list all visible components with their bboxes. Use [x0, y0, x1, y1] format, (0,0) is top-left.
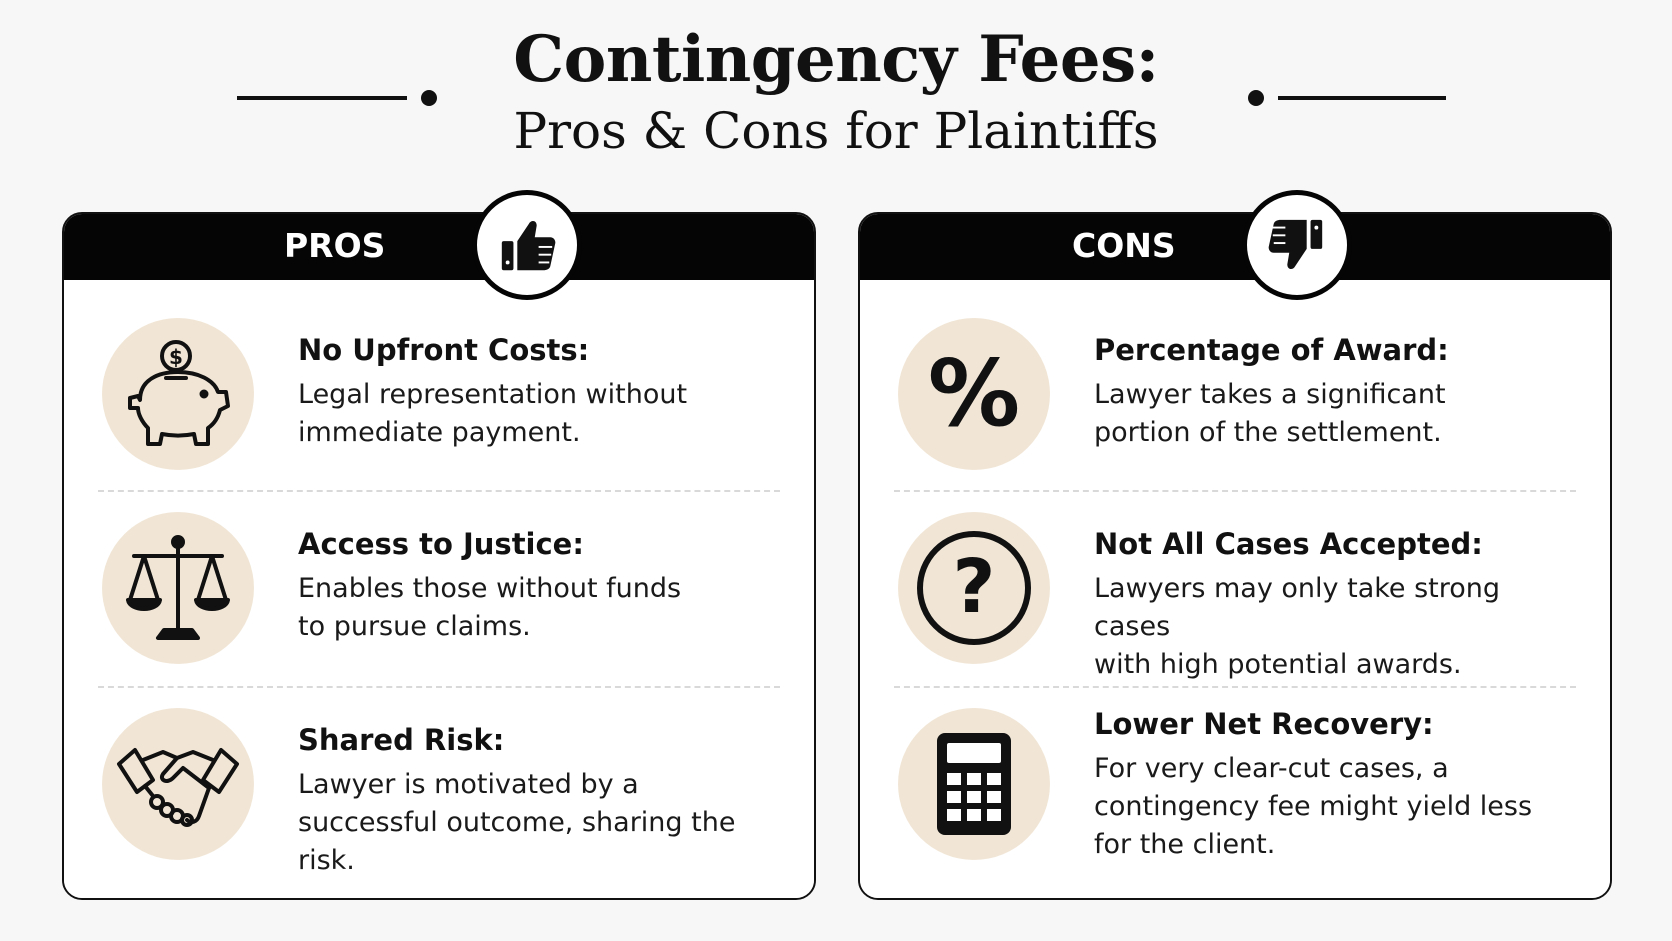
item-desc-line: Enables those without funds: [298, 573, 682, 604]
item-desc-line: Lawyer takes a significant: [1094, 379, 1446, 410]
page-subtitle: Pros & Cons for Plaintiffs: [513, 102, 1159, 160]
item-desc-line: Lawyers may only take strong cases: [1094, 573, 1501, 642]
item-title: Lower Net Recovery:: [1094, 707, 1434, 741]
item-desc-line: portion of the settlement.: [1094, 417, 1442, 448]
pros-body: $ No Upfront Costs: Legal representation…: [64, 280, 814, 898]
pros-divider-1: [98, 490, 780, 492]
cons-item-text: Not All Cases Accepted: Lawyers may only…: [1094, 524, 1584, 684]
pros-item-text: Access to Justice: Enables those without…: [298, 524, 788, 646]
thumbs-down-badge: [1242, 190, 1352, 300]
svg-text:$: $: [169, 345, 183, 369]
percent-icon: %: [898, 318, 1050, 470]
pros-item-text: Shared Risk: Lawyer is motivated by a su…: [298, 720, 788, 880]
title-right-line: [1278, 96, 1446, 100]
pros-panel: PROS $ No Upfront Costs: Legal represent…: [62, 212, 816, 900]
cons-divider-1: [894, 490, 1576, 492]
title-left-dot: [421, 90, 437, 106]
thumbs-down-icon: [1268, 219, 1323, 270]
item-desc-line: for the client.: [1094, 829, 1276, 860]
item-desc-line: immediate payment.: [298, 417, 581, 448]
page-title: Contingency Fees:: [513, 22, 1159, 97]
cons-panel: CONS % Percentage of Award: Lawyer takes…: [858, 212, 1612, 900]
svg-text:?: ?: [953, 544, 996, 630]
cons-body: % Percentage of Award: Lawyer takes a si…: [860, 280, 1610, 898]
calculator-icon: [898, 708, 1050, 860]
item-desc-line: contingency fee might yield less: [1094, 791, 1533, 822]
page-title-block: Contingency Fees: Pros & Cons for Plaint…: [0, 22, 1672, 162]
pros-header: PROS: [64, 214, 814, 280]
item-desc-line: Lawyer is motivated by a: [298, 769, 639, 800]
cons-header: CONS: [860, 214, 1610, 280]
title-right-dot: [1248, 90, 1264, 106]
cons-item-text: Percentage of Award: Lawyer takes a sign…: [1094, 330, 1584, 452]
scales-of-justice-icon: [102, 512, 254, 664]
question-mark-icon: ?: [898, 512, 1050, 664]
item-title: No Upfront Costs:: [298, 333, 590, 367]
piggy-bank-icon: $: [102, 318, 254, 470]
item-title: Not All Cases Accepted:: [1094, 527, 1483, 561]
title-left-line: [237, 96, 407, 100]
item-desc-line: to pursue claims.: [298, 611, 531, 642]
item-desc-line: For very clear-cut cases, a: [1094, 753, 1449, 784]
handshake-icon: [102, 708, 254, 860]
item-desc-line: successful outcome, sharing the risk.: [298, 807, 736, 876]
cons-divider-2: [894, 686, 1576, 688]
cons-label: CONS: [1072, 226, 1176, 265]
cons-item-text: Lower Net Recovery: For very clear-cut c…: [1094, 704, 1584, 864]
thumbs-up-badge: [472, 190, 582, 300]
pros-divider-2: [98, 686, 780, 688]
pros-label: PROS: [284, 226, 386, 265]
thumbs-up-icon: [501, 220, 556, 271]
item-title: Access to Justice:: [298, 527, 584, 561]
item-title: Shared Risk:: [298, 723, 505, 757]
item-desc-line: Legal representation without: [298, 379, 688, 410]
pros-item-text: No Upfront Costs: Legal representation w…: [298, 330, 788, 452]
item-desc-line: with high potential awards.: [1094, 649, 1462, 680]
item-title: Percentage of Award:: [1094, 333, 1449, 367]
